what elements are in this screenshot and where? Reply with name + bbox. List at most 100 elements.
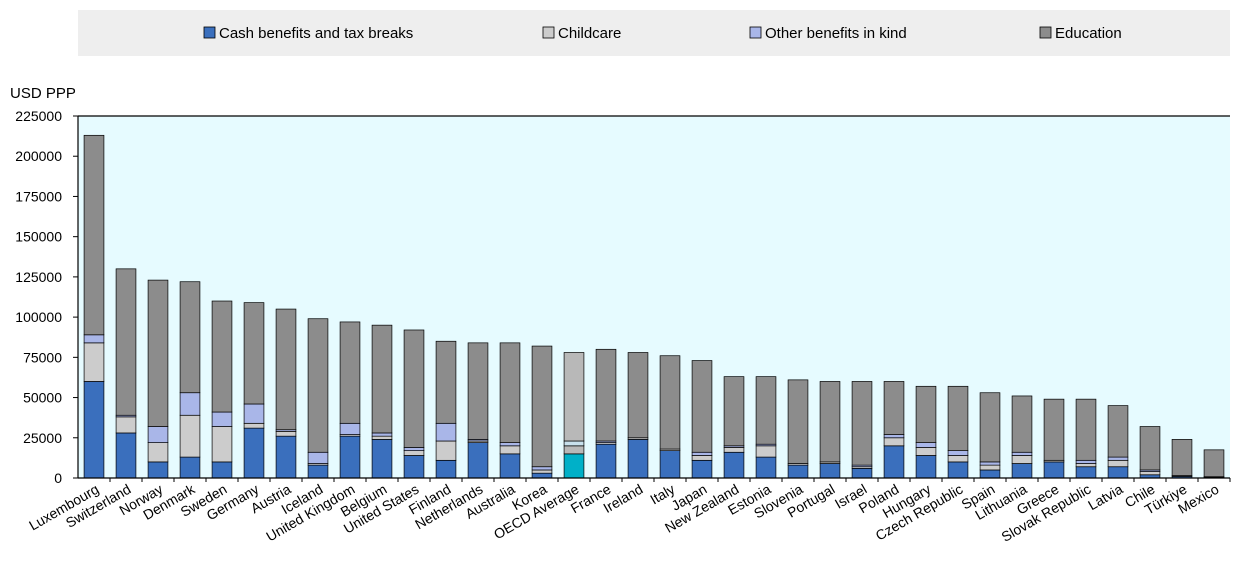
bar-segment-0-2 xyxy=(83,334,105,344)
bar-segment-29-3 xyxy=(1011,395,1033,453)
bar-segment-31-1 xyxy=(1075,463,1097,468)
bar-segment-32-1 xyxy=(1107,459,1129,468)
bar-segment-19-1 xyxy=(691,455,713,461)
bar-segment-16-3 xyxy=(595,348,617,442)
bar-segment-4-3 xyxy=(211,300,233,413)
bar-segment-13-2 xyxy=(499,442,521,447)
bar-segment-21-0 xyxy=(755,456,777,479)
bar-segment-14-1 xyxy=(531,469,553,474)
bar-segment-2-2 xyxy=(147,426,169,443)
bar-segment-25-3 xyxy=(883,381,905,435)
bar-segment-20-0 xyxy=(723,451,745,479)
bar-segment-0-0 xyxy=(83,381,105,479)
bar-segment-7-3 xyxy=(307,318,329,453)
bar-segment-11-3 xyxy=(435,340,457,424)
bar-segment-3-3 xyxy=(179,281,201,394)
legend-label-0: Cash benefits and tax breaks xyxy=(219,25,413,42)
bar-segment-28-0 xyxy=(979,469,1001,479)
bar-segment-25-0 xyxy=(883,445,905,479)
bar-segment-6-3 xyxy=(275,308,297,431)
bar-segment-15-3 xyxy=(563,352,585,442)
bar-segment-19-2 xyxy=(691,451,713,456)
y-tick-label-4: 100000 xyxy=(15,309,62,325)
y-tick-label-3: 75000 xyxy=(23,349,62,365)
bar-segment-0-3 xyxy=(83,134,105,336)
bar-segment-3-2 xyxy=(179,392,201,416)
bar-segment-9-3 xyxy=(371,324,393,434)
bar-segment-27-1 xyxy=(947,455,969,463)
bar-segment-5-1 xyxy=(243,422,265,429)
bar-segment-31-3 xyxy=(1075,398,1097,461)
y-tick-label-7: 175000 xyxy=(15,188,62,204)
bar-segment-32-2 xyxy=(1107,456,1129,461)
bar-segment-8-3 xyxy=(339,321,361,424)
bar-segment-29-0 xyxy=(1011,463,1033,479)
bar-segment-26-1 xyxy=(915,447,937,456)
legend-swatch-2 xyxy=(749,26,762,39)
y-tick-label-1: 25000 xyxy=(23,430,62,446)
legend-swatch-1 xyxy=(542,26,555,39)
bar-segment-17-0 xyxy=(627,439,649,479)
bar-segment-15-1 xyxy=(563,445,585,455)
bar-segment-23-3 xyxy=(819,381,841,463)
bar-segment-1-1 xyxy=(115,416,137,434)
bar-segment-18-3 xyxy=(659,355,681,450)
bar-segment-27-2 xyxy=(947,450,969,456)
bar-segment-34-3 xyxy=(1171,439,1193,476)
plot-area xyxy=(78,116,1230,478)
bar-segment-9-0 xyxy=(371,439,393,479)
bar-segment-3-0 xyxy=(179,456,201,479)
bar-segment-0-1 xyxy=(83,342,105,382)
bar-segment-25-2 xyxy=(883,434,905,439)
bar-segment-17-3 xyxy=(627,352,649,439)
bar-segment-2-0 xyxy=(147,461,169,479)
legend: Cash benefits and tax breaks Childcare Oth… xyxy=(203,25,1122,42)
bar-segment-12-0 xyxy=(467,442,489,479)
bar-segment-5-3 xyxy=(243,302,265,405)
legend-swatch-0 xyxy=(203,26,216,39)
bar-segment-26-3 xyxy=(915,385,937,443)
bar-segment-27-0 xyxy=(947,461,969,479)
bar-segment-28-1 xyxy=(979,464,1001,471)
bar-segment-21-3 xyxy=(755,376,777,445)
bar-segment-2-1 xyxy=(147,442,169,463)
y-axis-ticks: 0 25000 50000 75000 100000 125000 150000 175000… xyxy=(15,108,78,486)
y-tick-label-5: 125000 xyxy=(15,269,62,285)
bar-segment-29-2 xyxy=(1011,451,1033,456)
bar-segment-1-3 xyxy=(115,268,137,416)
bar-segment-12-3 xyxy=(467,342,489,440)
bar-segment-14-2 xyxy=(531,466,553,471)
bar-segment-19-3 xyxy=(691,360,713,453)
bar-segment-27-3 xyxy=(947,385,969,452)
bar-segment-14-0 xyxy=(531,472,553,479)
bar-segment-7-2 xyxy=(307,451,329,464)
bar-segment-1-0 xyxy=(115,432,137,479)
bar-segment-11-0 xyxy=(435,459,457,479)
bar-segment-15-2 xyxy=(563,440,585,447)
legend-box xyxy=(78,10,1230,56)
bar-segment-33-3 xyxy=(1139,426,1161,471)
bar-segment-24-0 xyxy=(851,468,873,479)
bar-segment-13-3 xyxy=(499,342,521,443)
bar-segment-22-3 xyxy=(787,379,809,464)
legend-swatch-3 xyxy=(1039,26,1052,39)
bar-segment-32-3 xyxy=(1107,405,1129,458)
bar-segment-10-1 xyxy=(403,450,425,456)
bar-segment-33-1 xyxy=(1139,471,1161,476)
bar-segment-13-0 xyxy=(499,453,521,479)
bar-segment-25-1 xyxy=(883,437,905,447)
legend-label-2: Other benefits in kind xyxy=(765,25,907,42)
legend-label-3: Education xyxy=(1055,25,1122,42)
y-axis-unit-label: USD PPP xyxy=(10,85,76,102)
legend-label-1: Childcare xyxy=(558,25,621,42)
bar-segment-20-3 xyxy=(723,376,745,447)
bar-segment-9-2 xyxy=(371,432,393,437)
bar-segment-11-1 xyxy=(435,440,457,461)
bar-segment-35-3 xyxy=(1203,449,1225,478)
bar-segment-31-2 xyxy=(1075,459,1097,464)
bar-segment-18-0 xyxy=(659,450,681,479)
bars xyxy=(83,134,1225,479)
bar-segment-4-0 xyxy=(211,461,233,479)
